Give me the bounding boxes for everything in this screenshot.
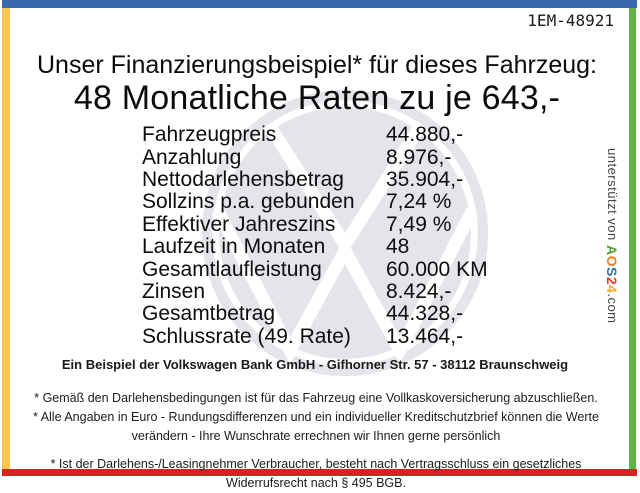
finance-value: 48 xyxy=(386,235,410,259)
finance-label: Sollzins p.a. gebunden xyxy=(142,190,355,214)
aos24-letter: O xyxy=(604,255,620,267)
aos24-letter: 4 xyxy=(604,285,620,294)
footnote-withdrawal-right: * Ist der Darlehens-/Leasingnehmer Verbr… xyxy=(50,457,582,490)
footnote-euro-rounding: * Alle Angaben in Euro - Rundungsdiffere… xyxy=(33,410,599,443)
bank-address-line: Ein Beispiel der Volkswagen Bank GmbH - … xyxy=(61,357,569,372)
frame-bar-left xyxy=(2,8,10,469)
finance-label: Schlussrate (49. Rate) xyxy=(142,324,351,348)
table-row: Schlussrate (49. Rate) 13.464,- xyxy=(142,324,612,348)
side-credit-suffix: .com xyxy=(605,293,620,324)
finance-label: Zinsen xyxy=(142,279,206,303)
offer-title: Unser Finanzierungsbeispiel* für dieses … xyxy=(36,51,597,79)
aos24-letter: S xyxy=(604,266,620,277)
finance-label: Nettodarlehensbetrag xyxy=(142,167,344,191)
finance-label: Effektiver Jahreszins xyxy=(142,212,336,236)
finance-label: Gesamtlaufleistung xyxy=(142,257,322,281)
reference-number: 1EM-48921 xyxy=(527,11,614,30)
side-credit-prefix: unterstützt von xyxy=(605,148,620,245)
finance-value: 8.424,- xyxy=(386,279,452,303)
table-row: Sollzins p.a. gebunden 7,24 % xyxy=(142,190,612,214)
table-row: Laufzeit in Monaten 48 xyxy=(142,235,612,259)
offer-headline: 48 Monatliche Raten zu je 643,- xyxy=(73,79,561,117)
ad-sheet: 1EM-48921 Unser Finanzierungsbeispiel* f… xyxy=(33,11,620,490)
table-row: Anzahlung 8.976,- xyxy=(142,145,612,169)
table-row: Zinsen 8.424,- xyxy=(142,279,612,303)
finance-label: Laufzeit in Monaten xyxy=(142,235,326,259)
finance-value: 7,24 % xyxy=(386,190,452,214)
table-row: Gesamtbetrag 44.328,- xyxy=(142,302,612,326)
finance-label: Anzahlung xyxy=(142,145,242,169)
table-row: Effektiver Jahreszins 7,49 % xyxy=(142,212,612,236)
footnote-insurance: * Gemäß den Darlehensbedingungen ist für… xyxy=(34,391,598,405)
finance-value: 13.464,- xyxy=(386,324,464,348)
finance-label: Gesamtbetrag xyxy=(142,302,276,326)
finance-value: 8.976,- xyxy=(386,145,452,169)
finance-value: 7,49 % xyxy=(386,212,452,236)
finance-value: 44.328,- xyxy=(386,302,464,326)
frame-bar-bottom xyxy=(2,469,637,476)
finance-label: Fahrzeugpreis xyxy=(142,123,277,147)
aos24-letter: A xyxy=(604,244,620,256)
frame-bar-top xyxy=(2,0,637,8)
table-row: Nettodarlehensbetrag 35.904,- xyxy=(142,167,612,191)
finance-value: 44.880,- xyxy=(386,123,464,147)
side-credit: unterstützt von AOS24.com xyxy=(604,148,620,324)
aos24-logo: AOS24 xyxy=(604,244,620,294)
footnotes: * Gemäß den Darlehensbedingungen ist für… xyxy=(26,389,606,493)
table-row: Fahrzeugpreis 44.880,- xyxy=(142,123,612,147)
finance-table: Fahrzeugpreis 44.880,- Anzahlung 8.976,-… xyxy=(142,123,612,348)
vw-logo-watermark-icon xyxy=(201,89,489,377)
finance-value: 35.904,- xyxy=(386,167,464,191)
aos24-letter: 2 xyxy=(604,276,620,286)
frame-bar-right xyxy=(629,8,636,469)
finance-value: 60.000 KM xyxy=(386,257,488,281)
table-row: Gesamtlaufleistung 60.000 KM xyxy=(142,257,612,281)
